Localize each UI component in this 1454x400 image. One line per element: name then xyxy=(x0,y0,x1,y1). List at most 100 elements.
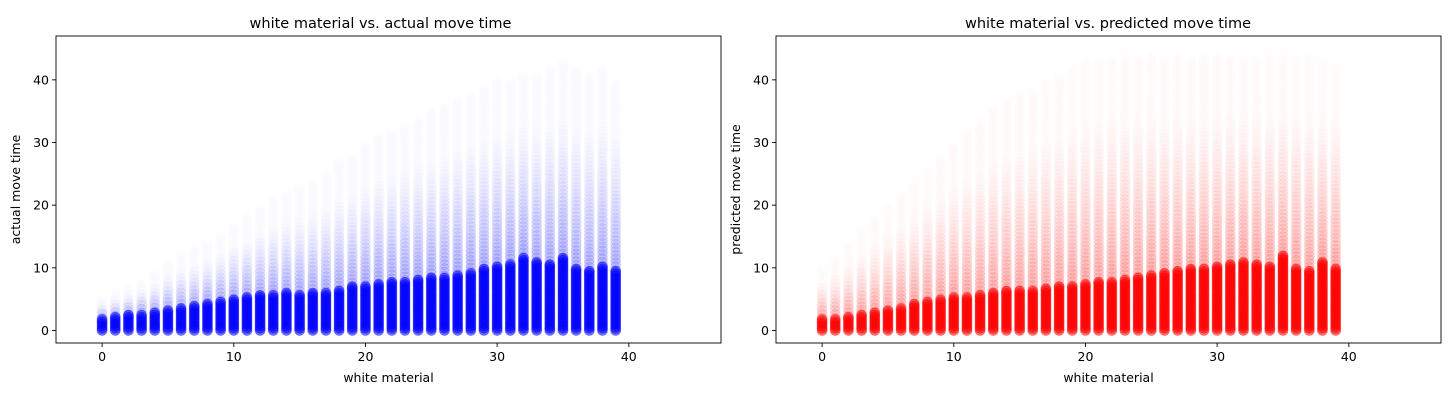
scatter-point xyxy=(267,273,279,284)
scatter-point xyxy=(1265,51,1275,61)
scatter-point xyxy=(215,276,227,288)
scatter-point xyxy=(1041,76,1051,86)
scatter-point xyxy=(281,249,292,260)
scatter-point xyxy=(254,267,266,279)
scatter-point xyxy=(412,221,424,232)
scatter-point xyxy=(412,239,424,251)
scatter-point xyxy=(109,310,121,322)
scatter-point xyxy=(267,284,279,296)
scatter-point xyxy=(241,283,253,295)
scatter-point xyxy=(228,266,240,278)
chart-title: white material vs. predicted move time xyxy=(965,16,1251,32)
scatter-point xyxy=(175,298,187,310)
scatter-point xyxy=(149,291,160,302)
scatter-point xyxy=(267,265,279,277)
scatter-point xyxy=(215,294,227,306)
scatter-point xyxy=(373,236,385,248)
scatter-point xyxy=(1173,52,1183,62)
scatter-point xyxy=(320,287,332,299)
scatter-point xyxy=(123,298,134,309)
scatter-point xyxy=(1028,85,1038,95)
scatter-point xyxy=(97,305,108,316)
scatter-point xyxy=(571,65,581,75)
scatter-point xyxy=(255,252,266,263)
scatter-point xyxy=(425,234,437,246)
scatter-point xyxy=(320,248,332,260)
scatter-point xyxy=(162,296,174,308)
scatter-point xyxy=(347,154,357,164)
scatter-point xyxy=(109,311,121,323)
scatter-point xyxy=(386,235,398,247)
scatter-point xyxy=(399,229,411,241)
scatter-point xyxy=(281,268,292,279)
x-ticks: 0 10 20 30 40 xyxy=(98,343,637,364)
scatter-point xyxy=(611,77,621,87)
scatter-point xyxy=(123,305,134,317)
scatter-point xyxy=(360,272,371,284)
scatter-point xyxy=(1015,89,1025,99)
scatter-point xyxy=(268,195,278,205)
scatter-point xyxy=(386,276,398,288)
scatter-point xyxy=(373,255,385,267)
scatter-point xyxy=(426,204,437,215)
scatter-point xyxy=(307,246,319,257)
scatter-point xyxy=(373,225,385,237)
scatter-point xyxy=(949,141,959,151)
scatter-point xyxy=(228,281,240,293)
scatter-point xyxy=(254,289,266,301)
scatter-point xyxy=(373,218,384,229)
scatter-point xyxy=(975,116,985,126)
scatter-point xyxy=(320,241,331,252)
scatter-point xyxy=(281,190,291,200)
scatter-point xyxy=(241,268,253,280)
scatter-point xyxy=(254,282,266,294)
scatter-point xyxy=(334,157,344,167)
scatter-point xyxy=(149,294,161,306)
scatter-point xyxy=(1159,54,1169,64)
scatter-point xyxy=(425,253,437,264)
scatter-point xyxy=(96,314,108,325)
scatter-point xyxy=(320,286,332,298)
scatter-point xyxy=(175,302,187,314)
scatter-point xyxy=(373,244,385,256)
y-tick-label: 0 xyxy=(41,323,49,338)
scatter-point xyxy=(1225,53,1235,63)
scatter-point xyxy=(479,84,489,94)
scatter-points xyxy=(96,65,622,336)
scatter-point xyxy=(399,211,410,222)
scatter-point xyxy=(123,309,134,321)
scatter-point xyxy=(360,242,371,254)
scatter-point xyxy=(136,296,147,308)
scatter-point xyxy=(386,269,398,281)
scatter-point xyxy=(320,282,332,294)
scatter-point xyxy=(97,294,107,304)
scatter-point xyxy=(870,213,880,223)
scatter-point xyxy=(399,222,411,234)
scatter-point xyxy=(228,274,240,286)
scatter-point xyxy=(425,272,437,284)
scatter-point xyxy=(188,288,200,300)
scatter-point xyxy=(202,238,212,248)
scatter-point xyxy=(386,242,398,254)
scatter-point xyxy=(268,250,279,261)
scatter-point xyxy=(346,277,358,289)
scatter-point xyxy=(412,232,424,244)
scatter-point xyxy=(346,232,358,244)
scatter-point xyxy=(241,272,253,284)
scatter-point xyxy=(412,243,424,255)
scatter-point xyxy=(294,273,306,285)
scatter-point xyxy=(241,264,253,276)
scatter-point xyxy=(439,102,449,112)
scatter-point xyxy=(412,247,424,259)
scatter-point xyxy=(281,264,292,276)
scatter-point xyxy=(346,258,358,270)
x-tick-label: 30 xyxy=(489,349,505,364)
scatter-point xyxy=(843,240,853,250)
scatter-point xyxy=(254,259,266,271)
scatter-point xyxy=(267,289,279,301)
scatter-point xyxy=(307,268,319,280)
scatter-point xyxy=(360,246,371,257)
scatter-point xyxy=(215,283,227,295)
